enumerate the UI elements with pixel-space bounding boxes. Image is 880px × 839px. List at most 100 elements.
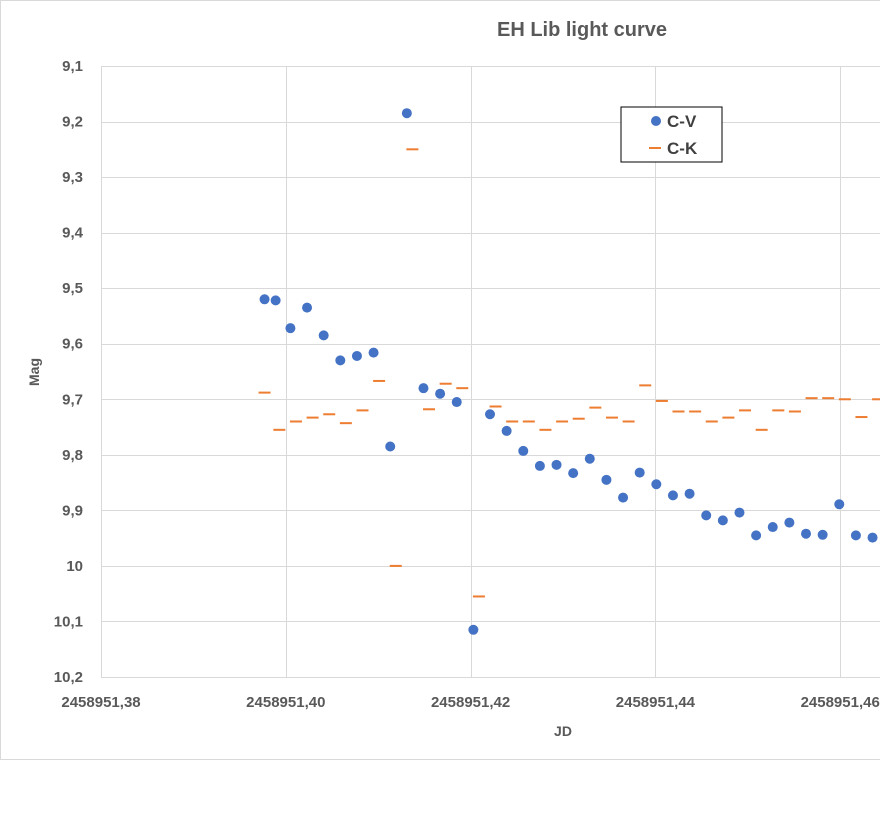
data-point-c-k <box>755 428 768 431</box>
data-point-c-k <box>389 564 402 567</box>
series-c-k <box>258 148 880 598</box>
legend-box <box>620 106 723 163</box>
data-point-c-k <box>722 416 735 419</box>
y-tick-label: 9,3 <box>62 169 83 186</box>
data-point-c-v <box>351 350 362 361</box>
data-point-c-v <box>834 499 845 510</box>
data-point-c-v <box>270 295 281 306</box>
legend-marker-c-k <box>649 147 661 149</box>
data-point-c-v <box>368 347 379 358</box>
data-point-c-k <box>472 595 485 598</box>
data-point-c-k <box>589 406 602 409</box>
y-tick-label: 9,9 <box>62 502 83 519</box>
data-point-c-k <box>506 420 519 423</box>
data-point-c-v <box>784 517 795 528</box>
data-point-c-v <box>485 409 496 420</box>
data-point-c-k <box>822 397 835 400</box>
data-point-c-k <box>838 398 851 401</box>
x-axis-label: JD <box>554 723 572 739</box>
data-point-c-v <box>584 453 595 464</box>
data-point-c-v <box>701 510 712 521</box>
data-point-c-k <box>539 428 552 431</box>
x-tick-label: 2458951,38 <box>61 694 140 711</box>
data-point-c-v <box>435 388 446 399</box>
grid <box>101 66 880 678</box>
x-tick-label: 2458951,42 <box>431 694 510 711</box>
data-point-c-v <box>867 532 878 543</box>
data-point-c-v <box>385 441 396 452</box>
chart-area: 9,1 9,2 9,3 9,4 9,5 9,6 9,7 9,8 9,9 10 10,1 10,2 24… <box>0 0 880 760</box>
data-point-c-k <box>788 410 801 413</box>
data-point-c-v <box>618 492 629 503</box>
y-tick-label: 9,5 <box>62 280 83 297</box>
data-point-c-k <box>289 420 302 423</box>
data-point-c-v <box>651 479 662 490</box>
data-point-c-k <box>456 387 469 390</box>
legend-marker-c-v <box>651 116 661 126</box>
y-tick-label: 9,1 <box>62 58 83 75</box>
data-point-c-v <box>850 530 861 541</box>
data-point-c-v <box>568 468 579 479</box>
chart-svg: 9,1 9,2 9,3 9,4 9,5 9,6 9,7 9,8 9,9 10 10,1 10,2 24… <box>26 19 880 739</box>
data-point-c-k <box>406 148 419 151</box>
data-point-c-k <box>672 410 685 413</box>
data-point-c-k <box>689 410 702 413</box>
data-point-c-k <box>739 409 752 412</box>
data-point-c-v <box>551 459 562 470</box>
data-point-c-k <box>639 384 652 387</box>
data-point-c-k <box>306 416 319 419</box>
data-point-c-v <box>418 383 429 394</box>
data-point-c-k <box>373 379 386 382</box>
data-point-c-v <box>667 490 678 501</box>
data-point-c-v <box>259 294 270 305</box>
data-point-c-k <box>489 405 502 408</box>
data-point-c-v <box>518 445 529 456</box>
data-point-c-k <box>805 397 818 400</box>
data-point-c-k <box>556 420 569 423</box>
chart-title: EH Lib light curve <box>497 19 667 41</box>
data-point-c-v <box>817 529 828 540</box>
data-point-c-v <box>734 507 745 518</box>
legend-label-c-k: C-K <box>667 139 698 158</box>
data-point-c-k <box>356 409 369 412</box>
data-point-c-v <box>634 467 645 478</box>
data-point-c-k <box>339 422 352 425</box>
data-point-c-k <box>855 416 868 419</box>
x-tick-labels: 2458951,38 2458951,40 2458951,42 2458951,44… <box>61 694 880 711</box>
y-tick-label: 9,8 <box>62 447 83 464</box>
data-point-c-v <box>302 302 313 313</box>
y-tick-label: 10 <box>66 558 83 575</box>
data-point-c-k <box>258 391 271 394</box>
y-tick-label: 10,2 <box>54 669 83 686</box>
data-point-c-v <box>601 474 612 485</box>
data-point-c-v <box>751 530 762 541</box>
data-point-c-k <box>655 399 668 402</box>
legend-label-c-v: C-V <box>667 112 697 131</box>
data-point-c-v <box>285 323 296 334</box>
x-tick-label: 2458951,44 <box>616 694 696 711</box>
x-tick-label: 2458951,46 <box>801 694 880 711</box>
y-tick-label: 9,2 <box>62 114 83 131</box>
data-point-c-v <box>534 460 545 471</box>
y-tick-label: 9,4 <box>62 225 84 242</box>
data-point-c-k <box>705 420 718 423</box>
data-point-c-k <box>572 417 585 420</box>
series-c-v <box>259 108 878 635</box>
data-point-c-k <box>323 413 336 416</box>
data-point-c-k <box>872 398 880 401</box>
data-point-c-k <box>423 408 436 411</box>
data-point-c-v <box>401 108 412 119</box>
data-point-c-v <box>335 355 346 366</box>
data-point-c-v <box>318 330 329 341</box>
data-point-c-v <box>684 488 695 499</box>
legend: C-V C-K <box>620 106 723 163</box>
y-tick-label: 9,6 <box>62 336 83 353</box>
data-point-c-v <box>801 528 812 539</box>
y-tick-label: 9,7 <box>62 391 83 408</box>
y-axis-label: Mag <box>26 358 42 386</box>
data-point-c-k <box>273 428 286 431</box>
data-point-c-k <box>622 420 635 423</box>
data-point-c-v <box>767 522 778 533</box>
data-point-c-v <box>451 397 462 408</box>
y-tick-label: 10,1 <box>54 613 83 630</box>
